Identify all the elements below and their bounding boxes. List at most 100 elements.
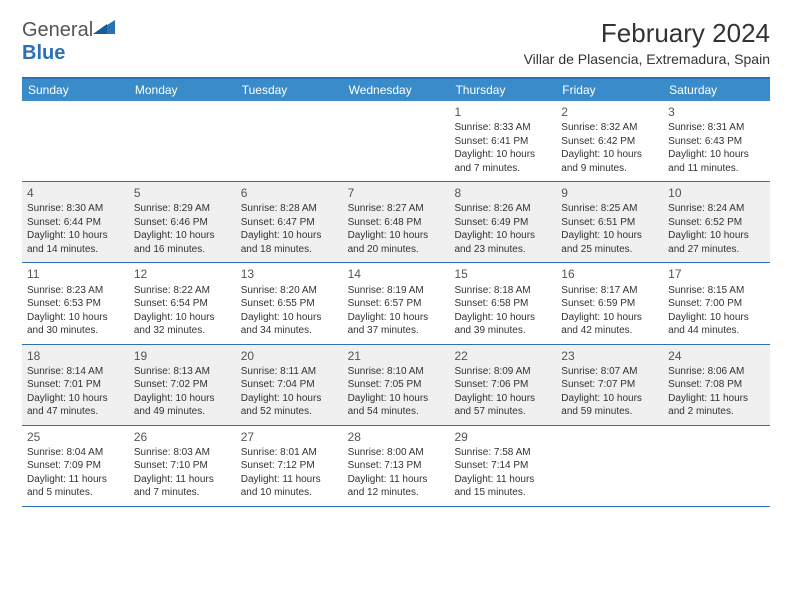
day-number: 18 [27,348,124,364]
day-cell: 14Sunrise: 8:19 AMSunset: 6:57 PMDayligh… [343,263,450,343]
daylight-line: Daylight: 10 hours and 16 minutes. [134,229,231,256]
sunset-line: Sunset: 6:52 PM [668,216,765,230]
daylight-line: Daylight: 10 hours and 54 minutes. [348,392,445,419]
calendar: SundayMondayTuesdayWednesdayThursdayFrid… [22,77,770,507]
daylight-line: Daylight: 10 hours and 49 minutes. [134,392,231,419]
day-number: 7 [348,185,445,201]
logo-triangle-icon [93,18,117,36]
sunset-line: Sunset: 7:09 PM [27,459,124,473]
dow-thursday: Thursday [449,79,556,101]
sunrise-line: Sunrise: 8:04 AM [27,446,124,460]
sunset-line: Sunset: 7:02 PM [134,378,231,392]
daylight-line: Daylight: 10 hours and 39 minutes. [454,311,551,338]
day-cell: 17Sunrise: 8:15 AMSunset: 7:00 PMDayligh… [663,263,770,343]
location: Villar de Plasencia, Extremadura, Spain [524,51,770,67]
sunset-line: Sunset: 6:57 PM [348,297,445,311]
day-cell: 16Sunrise: 8:17 AMSunset: 6:59 PMDayligh… [556,263,663,343]
day-cell: 21Sunrise: 8:10 AMSunset: 7:05 PMDayligh… [343,345,450,425]
daylight-line: Daylight: 10 hours and 44 minutes. [668,311,765,338]
sunrise-line: Sunrise: 7:58 AM [454,446,551,460]
sunrise-line: Sunrise: 8:03 AM [134,446,231,460]
daylight-line: Daylight: 10 hours and 27 minutes. [668,229,765,256]
day-cell: 10Sunrise: 8:24 AMSunset: 6:52 PMDayligh… [663,182,770,262]
daylight-line: Daylight: 10 hours and 23 minutes. [454,229,551,256]
sunrise-line: Sunrise: 8:10 AM [348,365,445,379]
day-cell: 8Sunrise: 8:26 AMSunset: 6:49 PMDaylight… [449,182,556,262]
week-row: 25Sunrise: 8:04 AMSunset: 7:09 PMDayligh… [22,426,770,507]
daylight-line: Daylight: 10 hours and 14 minutes. [27,229,124,256]
dow-wednesday: Wednesday [343,79,450,101]
sunrise-line: Sunrise: 8:06 AM [668,365,765,379]
dow-friday: Friday [556,79,663,101]
day-number: 8 [454,185,551,201]
sunset-line: Sunset: 6:59 PM [561,297,658,311]
daylight-line: Daylight: 11 hours and 15 minutes. [454,473,551,500]
daylight-line: Daylight: 10 hours and 9 minutes. [561,148,658,175]
day-number: 3 [668,104,765,120]
sunrise-line: Sunrise: 8:20 AM [241,284,338,298]
sunset-line: Sunset: 6:51 PM [561,216,658,230]
week-row: 1Sunrise: 8:33 AMSunset: 6:41 PMDaylight… [22,101,770,182]
sunrise-line: Sunrise: 8:30 AM [27,202,124,216]
daylight-line: Daylight: 10 hours and 59 minutes. [561,392,658,419]
daylight-line: Daylight: 10 hours and 30 minutes. [27,311,124,338]
sunrise-line: Sunrise: 8:14 AM [27,365,124,379]
sunrise-line: Sunrise: 8:24 AM [668,202,765,216]
day-cell [22,101,129,181]
sunrise-line: Sunrise: 8:07 AM [561,365,658,379]
week-row: 18Sunrise: 8:14 AMSunset: 7:01 PMDayligh… [22,345,770,426]
sunset-line: Sunset: 6:54 PM [134,297,231,311]
sunrise-line: Sunrise: 8:29 AM [134,202,231,216]
week-row: 4Sunrise: 8:30 AMSunset: 6:44 PMDaylight… [22,182,770,263]
sunset-line: Sunset: 7:07 PM [561,378,658,392]
day-cell: 9Sunrise: 8:25 AMSunset: 6:51 PMDaylight… [556,182,663,262]
sunrise-line: Sunrise: 8:25 AM [561,202,658,216]
sunset-line: Sunset: 6:47 PM [241,216,338,230]
title-block: February 2024 Villar de Plasencia, Extre… [524,18,770,67]
sunrise-line: Sunrise: 8:18 AM [454,284,551,298]
daylight-line: Daylight: 10 hours and 52 minutes. [241,392,338,419]
sunset-line: Sunset: 6:48 PM [348,216,445,230]
day-cell: 3Sunrise: 8:31 AMSunset: 6:43 PMDaylight… [663,101,770,181]
sunset-line: Sunset: 7:13 PM [348,459,445,473]
day-cell [236,101,343,181]
day-number: 17 [668,266,765,282]
daylight-line: Daylight: 11 hours and 7 minutes. [134,473,231,500]
daylight-line: Daylight: 11 hours and 5 minutes. [27,473,124,500]
day-number: 22 [454,348,551,364]
day-number: 2 [561,104,658,120]
sunrise-line: Sunrise: 8:26 AM [454,202,551,216]
sunset-line: Sunset: 6:41 PM [454,135,551,149]
sunrise-line: Sunrise: 8:00 AM [348,446,445,460]
sunset-line: Sunset: 7:04 PM [241,378,338,392]
day-cell: 27Sunrise: 8:01 AMSunset: 7:12 PMDayligh… [236,426,343,506]
day-cell [343,101,450,181]
day-number: 6 [241,185,338,201]
daylight-line: Daylight: 10 hours and 20 minutes. [348,229,445,256]
day-number: 10 [668,185,765,201]
sunset-line: Sunset: 7:08 PM [668,378,765,392]
sunrise-line: Sunrise: 8:09 AM [454,365,551,379]
day-cell: 11Sunrise: 8:23 AMSunset: 6:53 PMDayligh… [22,263,129,343]
day-number: 29 [454,429,551,445]
day-cell: 18Sunrise: 8:14 AMSunset: 7:01 PMDayligh… [22,345,129,425]
sunrise-line: Sunrise: 8:33 AM [454,121,551,135]
dow-saturday: Saturday [663,79,770,101]
day-number: 16 [561,266,658,282]
day-number: 19 [134,348,231,364]
daylight-line: Daylight: 11 hours and 12 minutes. [348,473,445,500]
daylight-line: Daylight: 10 hours and 42 minutes. [561,311,658,338]
day-number: 25 [27,429,124,445]
daylight-line: Daylight: 11 hours and 10 minutes. [241,473,338,500]
daylight-line: Daylight: 10 hours and 11 minutes. [668,148,765,175]
day-cell: 28Sunrise: 8:00 AMSunset: 7:13 PMDayligh… [343,426,450,506]
sunset-line: Sunset: 7:10 PM [134,459,231,473]
sunrise-line: Sunrise: 8:32 AM [561,121,658,135]
sunrise-line: Sunrise: 8:01 AM [241,446,338,460]
sunset-line: Sunset: 7:06 PM [454,378,551,392]
sunset-line: Sunset: 7:14 PM [454,459,551,473]
day-number: 21 [348,348,445,364]
day-number: 27 [241,429,338,445]
day-number: 20 [241,348,338,364]
dow-row: SundayMondayTuesdayWednesdayThursdayFrid… [22,79,770,101]
